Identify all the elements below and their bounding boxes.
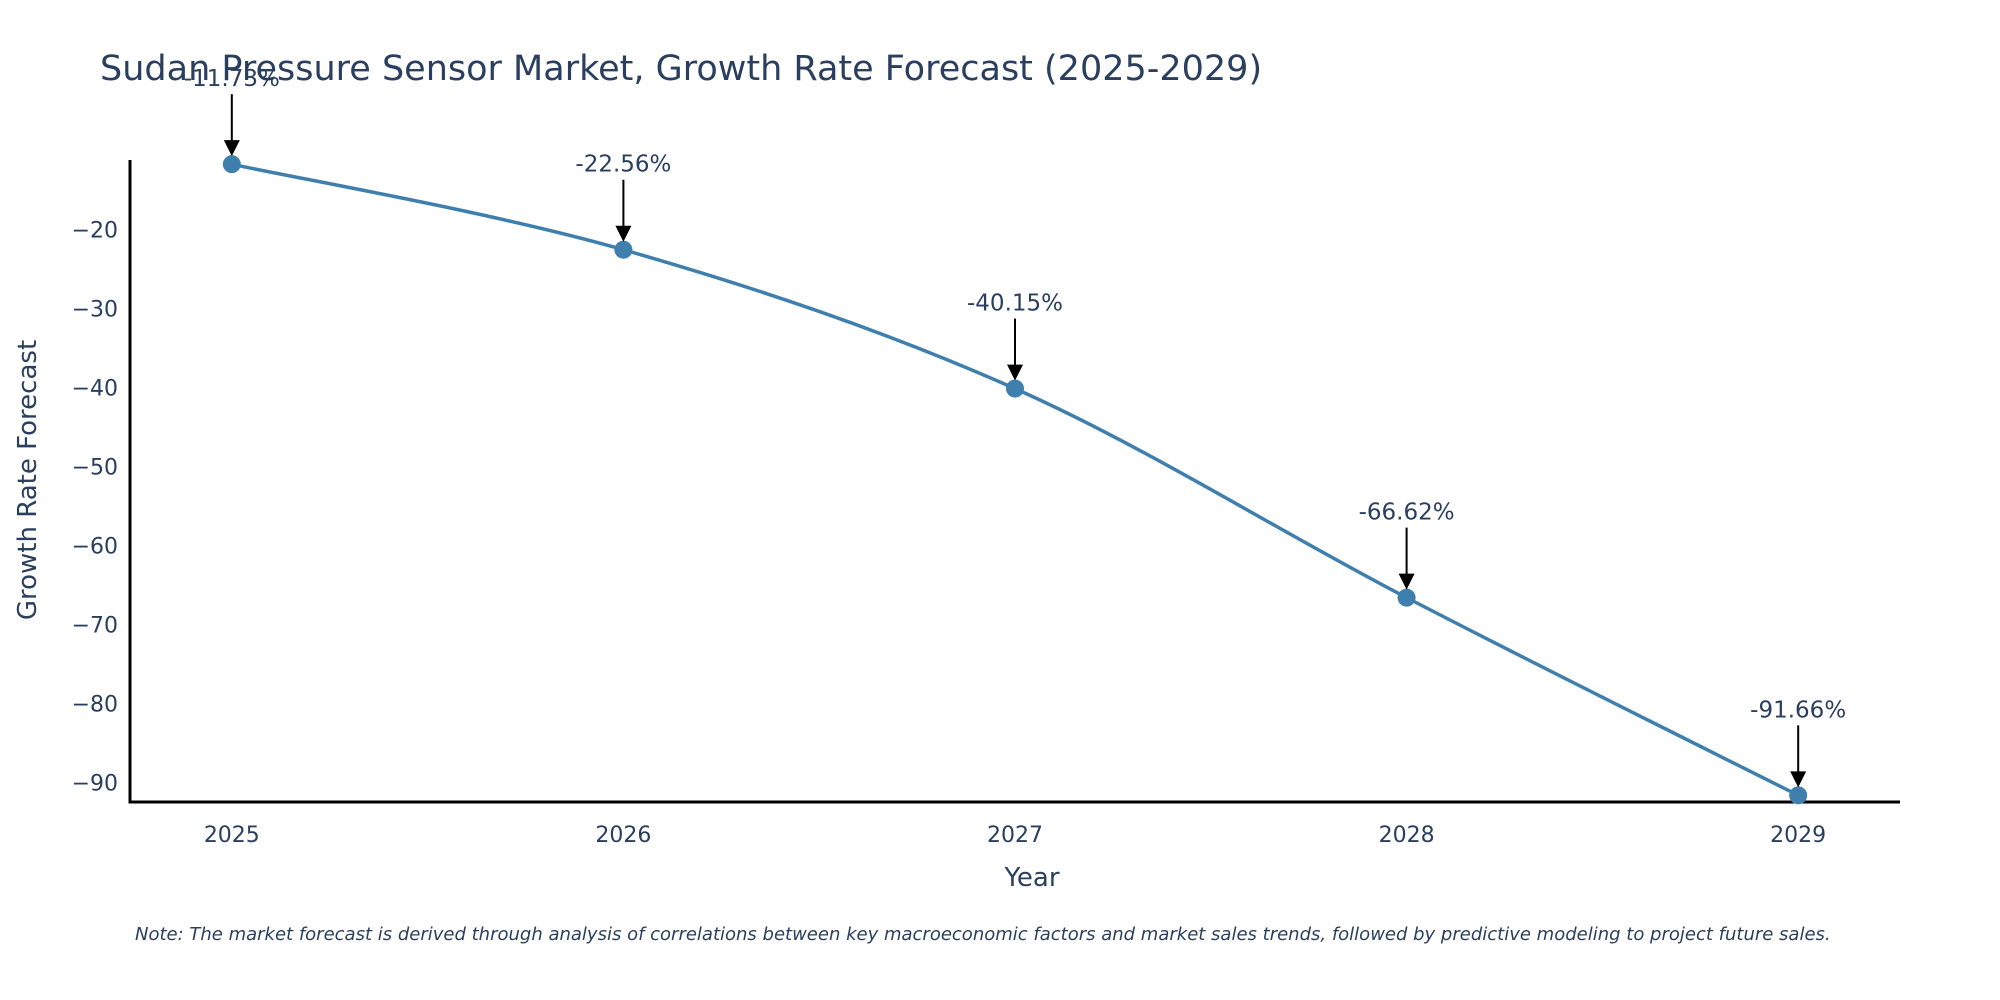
data-label: -11.73% [184, 66, 280, 92]
data-point [222, 155, 241, 174]
chart-title: Sudan Pressure Sensor Market, Growth Rat… [100, 49, 1262, 89]
data-point [1397, 588, 1416, 607]
y-tick-label: −40 [72, 376, 118, 401]
annotation-arrow-head [1398, 573, 1415, 590]
x-tick-label: 2027 [987, 823, 1043, 848]
footnote: Note: The market forecast is derived thr… [135, 924, 1831, 945]
data-point [1006, 379, 1024, 398]
data-label: -91.66% [1750, 697, 1846, 723]
y-axis-title: Growth Rate Forecast [13, 340, 43, 620]
annotation-arrow-head [223, 140, 240, 157]
data-point [1789, 786, 1808, 805]
y-tick-label: −20 [72, 218, 118, 243]
annotation-arrow-head [615, 225, 632, 242]
annotation-arrow-head [1790, 771, 1807, 788]
x-tick-label: 2026 [595, 823, 651, 848]
series-line [231, 162, 1799, 797]
y-tick-label: −90 [72, 771, 118, 796]
plot-area: −20 −30 −40 −50 −60 −70 −80 −90 2025 2026 2027 2028… [72, 66, 1900, 848]
y-tick-label: −70 [72, 613, 118, 638]
data-label: -22.56% [575, 152, 671, 178]
y-tick-label: −80 [72, 692, 118, 717]
y-tick-label: −50 [72, 455, 118, 480]
data-point [614, 240, 633, 259]
y-tick-label: −60 [72, 534, 118, 559]
data-label: -66.62% [1359, 500, 1455, 526]
x-axis-title: Year [1003, 863, 1059, 893]
x-tick-label: 2029 [1770, 823, 1826, 848]
y-tick-label: −30 [72, 297, 118, 322]
x-tick-label: 2025 [204, 823, 260, 848]
x-tick-label: 2028 [1379, 823, 1435, 848]
data-label: -40.15% [967, 291, 1063, 317]
annotation-arrow-head [1007, 364, 1023, 381]
